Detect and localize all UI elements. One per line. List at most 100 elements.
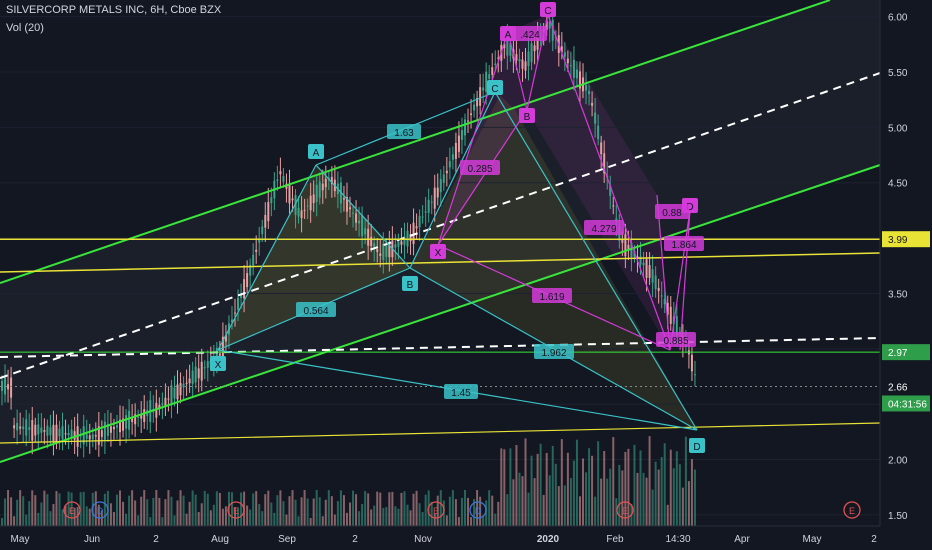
candle-body <box>258 238 261 243</box>
volume-bar <box>115 494 118 526</box>
volume-bar <box>542 494 545 526</box>
candle-body <box>548 21 551 29</box>
pattern-point-b-box <box>402 276 418 291</box>
candle-body <box>588 90 591 95</box>
candle-body <box>306 205 309 207</box>
volume-bar <box>249 509 252 526</box>
cyan-pattern-line <box>494 91 698 431</box>
volume-bar <box>158 497 161 526</box>
candle-body <box>370 236 373 247</box>
candle-body <box>575 69 578 79</box>
pattern-point-b: B <box>407 280 414 291</box>
volume-bar <box>221 508 224 526</box>
candle-body <box>297 207 300 217</box>
volume-bar <box>370 509 373 526</box>
magenta-pattern-line <box>547 14 671 351</box>
candle-body <box>657 287 660 291</box>
volume-bar <box>197 512 200 526</box>
volume-bar <box>146 499 149 526</box>
candle-body <box>128 410 131 430</box>
volume-bar <box>258 504 261 526</box>
volume-bar <box>560 439 563 526</box>
volume-bar <box>173 515 176 526</box>
volume-bar <box>669 449 672 526</box>
candle-body <box>430 201 433 203</box>
event-marker <box>427 501 445 519</box>
volume-bar <box>13 516 16 526</box>
volume-bar <box>403 491 406 526</box>
volume-bar <box>445 515 448 526</box>
volume-indicator-label[interactable]: Vol (20) <box>6 22 44 34</box>
volume-bar <box>336 501 339 526</box>
channel-midline <box>0 72 881 379</box>
x-tick-label: Apr <box>734 534 750 545</box>
y-tick-label: 6.00 <box>888 13 908 24</box>
candle-body <box>19 426 22 429</box>
candle-body <box>488 74 491 79</box>
volume-bar <box>500 448 503 526</box>
volume-bar <box>563 485 566 526</box>
price-label: 3.99 <box>888 235 908 246</box>
candle-body <box>594 112 597 124</box>
pattern-point-x: X <box>215 360 222 371</box>
ratio-label: 1.45 <box>451 388 471 399</box>
candle-body <box>31 419 34 441</box>
pattern-point-b-box <box>519 108 535 123</box>
price-label: 2.97 <box>888 348 908 359</box>
candle-body <box>61 426 64 440</box>
volume-bar <box>88 508 91 526</box>
volume-bar <box>463 490 466 526</box>
ratio-label-box <box>584 220 624 235</box>
candle-body <box>46 425 49 436</box>
candle-body <box>276 179 279 182</box>
price-label-box <box>882 378 930 395</box>
volume-bar <box>467 497 470 526</box>
ratio-label-box <box>296 302 336 317</box>
volume-bar <box>131 490 134 526</box>
volume-bar <box>321 516 324 526</box>
event-marker <box>843 501 861 519</box>
ratio-label-box <box>532 288 572 303</box>
candle-body <box>303 209 306 211</box>
candle-body <box>97 426 100 445</box>
volume-bar <box>367 493 370 526</box>
candle-body <box>234 312 237 314</box>
candle-body <box>485 71 488 93</box>
candle-body <box>28 427 31 430</box>
volume-bar <box>524 438 527 526</box>
candle-body <box>22 426 25 430</box>
candle-body <box>115 425 118 428</box>
candle-body <box>603 153 606 174</box>
candle-body <box>427 199 430 213</box>
candle-body <box>264 214 267 228</box>
candle-body <box>473 104 476 111</box>
volume-bar <box>297 516 300 526</box>
volume-bar <box>436 495 439 526</box>
candle-body <box>530 43 533 63</box>
candle-body <box>642 262 645 266</box>
volume-bar <box>122 501 125 526</box>
x-tick-label: May <box>803 534 822 545</box>
candle-body <box>267 202 270 222</box>
pattern-point-b: B <box>524 112 531 123</box>
candle-body <box>651 269 654 283</box>
volume-bar <box>294 499 297 526</box>
volume-bar <box>684 436 687 526</box>
volume-bar <box>693 469 696 526</box>
volume-bar <box>267 490 270 526</box>
ratio-label-box <box>664 236 704 251</box>
volume-bar <box>512 479 515 526</box>
magenta-pattern-line <box>679 209 691 351</box>
volume-bar <box>551 445 554 526</box>
candle-body <box>206 361 209 368</box>
event-marker-label: E <box>622 506 628 516</box>
volume-bar <box>515 445 518 526</box>
event-marker <box>227 501 245 519</box>
pattern-point-c: C <box>491 84 498 95</box>
candle-body <box>436 187 439 198</box>
candle-body <box>397 241 400 247</box>
volume-bar <box>675 451 678 526</box>
candle-body <box>342 198 345 200</box>
volume-bar <box>82 491 85 526</box>
